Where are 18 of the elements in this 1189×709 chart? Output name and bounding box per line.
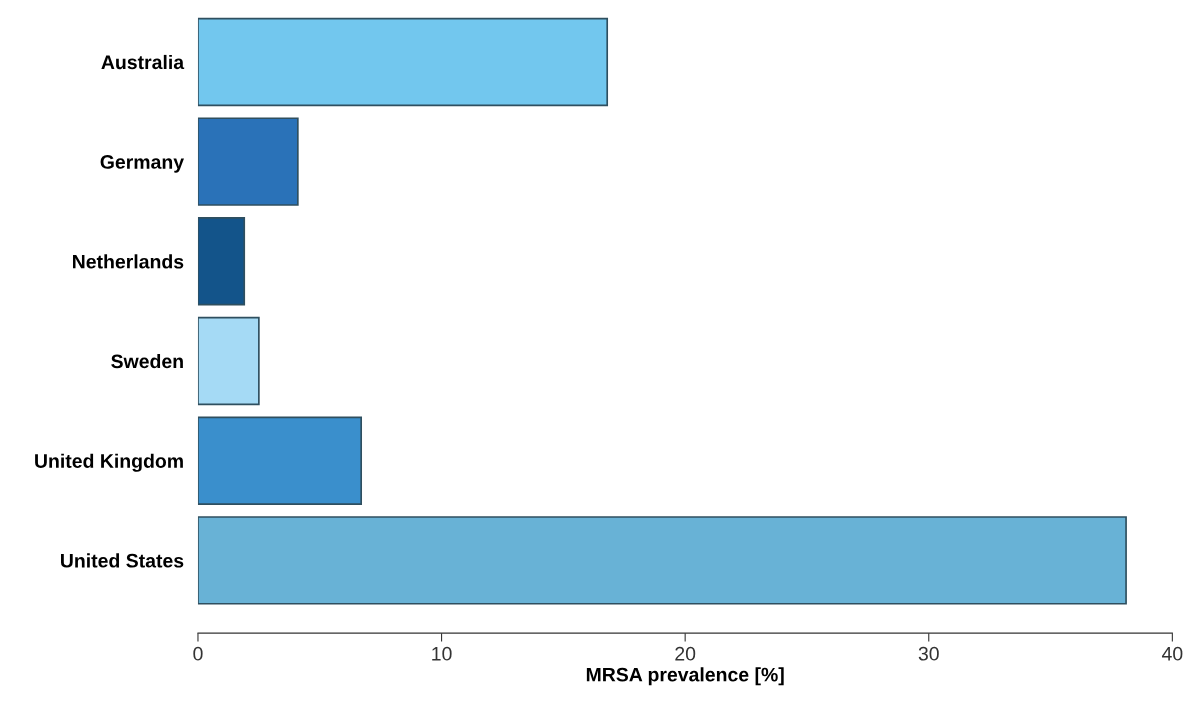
x-axis-title: MRSA prevalence [%] [586, 667, 784, 686]
y-tick-label: Germany [100, 155, 184, 173]
x-tick-label: 30 [918, 646, 939, 661]
bar [197, 516, 1127, 605]
x-tick-label: 20 [675, 646, 696, 661]
bar [197, 17, 609, 107]
bar [197, 117, 299, 206]
y-tick-label: Australia [101, 54, 185, 70]
y-tick-label: Netherlands [73, 254, 184, 269]
bar [197, 416, 363, 505]
x-tick-label: 10 [432, 646, 452, 661]
bar [197, 316, 260, 406]
bar [197, 217, 246, 306]
y-tick-label: United States [61, 553, 184, 568]
x-tick-label: 40 [1161, 646, 1183, 661]
y-tick-label: Sweden [111, 353, 183, 369]
x-tick-label: 0 [193, 646, 203, 661]
y-tick-label: United Kingdom [35, 453, 183, 472]
